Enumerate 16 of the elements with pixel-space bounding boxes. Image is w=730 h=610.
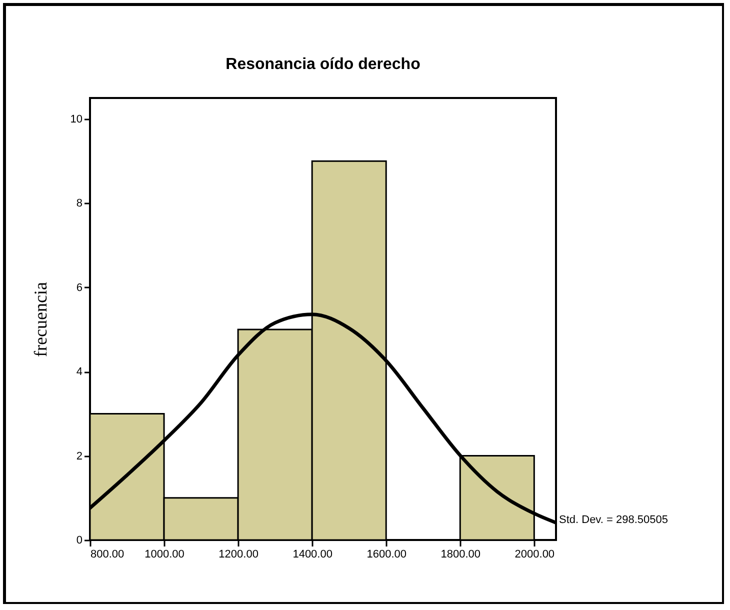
x-tick-label: 1400.00 bbox=[292, 548, 332, 560]
y-tick-label: 6 bbox=[76, 282, 82, 294]
y-tick-label: 0 bbox=[76, 534, 82, 546]
x-tick-label: 1600.00 bbox=[366, 548, 406, 560]
y-tick-label: 8 bbox=[76, 198, 82, 210]
x-tick-label: 1000.00 bbox=[144, 548, 184, 560]
text: Std. Dev. = 298.50505 bbox=[559, 514, 668, 526]
x-tick-label: 1200.00 bbox=[218, 548, 258, 560]
y-axis-title: frecuencia bbox=[30, 282, 50, 357]
x-tick-label: 2000.00 bbox=[514, 548, 555, 560]
y-tick-label: 2 bbox=[76, 450, 82, 462]
x-tick-label: 1800.00 bbox=[440, 548, 481, 560]
x-tick-label: 800.00 bbox=[90, 548, 124, 560]
y-tick-label: 4 bbox=[76, 366, 82, 378]
y-tick-label: 10 bbox=[70, 114, 82, 126]
chart-title: Resonancia oído derecho bbox=[226, 56, 421, 73]
